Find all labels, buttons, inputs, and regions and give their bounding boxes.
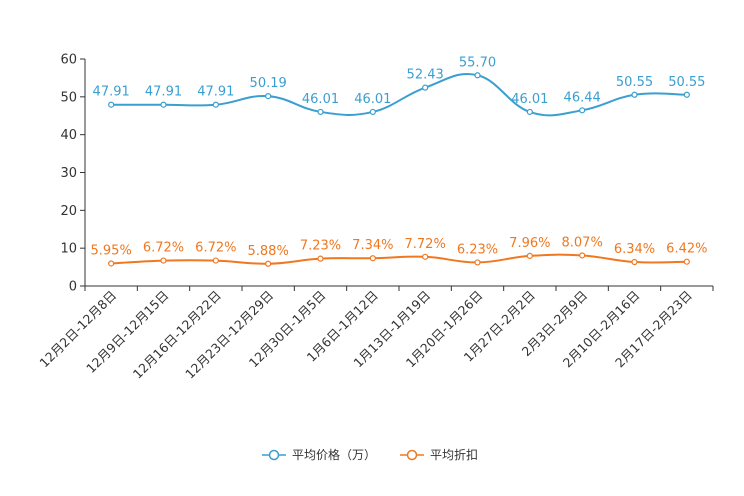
data-label: 46.01 bbox=[302, 92, 339, 107]
y-tick-label: 0 bbox=[69, 280, 77, 295]
data-label: 7.72% bbox=[405, 237, 446, 252]
data-point[interactable] bbox=[579, 252, 586, 259]
data-point[interactable] bbox=[631, 91, 638, 98]
legend-label: 平均价格（万） bbox=[292, 447, 376, 462]
data-point[interactable] bbox=[212, 101, 219, 108]
data-point[interactable] bbox=[108, 101, 115, 108]
data-label: 50.55 bbox=[668, 75, 705, 90]
data-point[interactable] bbox=[160, 101, 167, 108]
y-tick-label: 10 bbox=[60, 242, 77, 257]
data-label: 7.34% bbox=[352, 238, 393, 253]
data-label: 47.91 bbox=[93, 85, 130, 100]
data-point[interactable] bbox=[631, 258, 638, 266]
y-tick-label: 40 bbox=[60, 128, 77, 143]
data-label: 50.19 bbox=[250, 76, 287, 91]
data-point[interactable] bbox=[579, 107, 586, 114]
data-label: 6.42% bbox=[666, 242, 707, 257]
legend-marker bbox=[268, 449, 280, 461]
series-line bbox=[111, 253, 687, 265]
data-label: 46.01 bbox=[354, 92, 391, 107]
y-tick-label: 60 bbox=[60, 53, 77, 68]
data-point[interactable] bbox=[422, 253, 429, 260]
legend-marker bbox=[406, 449, 418, 461]
data-point[interactable] bbox=[317, 255, 324, 262]
legend-item-1[interactable]: 平均价格（万） bbox=[262, 447, 376, 462]
data-point[interactable] bbox=[422, 84, 429, 91]
x-tick-label: 12月16日-12月22日 bbox=[130, 288, 224, 382]
data-label: 6.72% bbox=[195, 241, 236, 256]
data-label: 5.88% bbox=[248, 244, 289, 259]
data-point[interactable] bbox=[526, 252, 533, 259]
data-point[interactable] bbox=[369, 255, 376, 262]
data-point[interactable] bbox=[160, 257, 167, 264]
legend: 平均价格（万） 平均折扣 bbox=[262, 447, 478, 462]
data-label: 6.72% bbox=[143, 241, 184, 256]
series-1: 47.91 47.91 47.91 50.19 46.01 46.01 52.43 55.70… bbox=[93, 55, 705, 117]
data-point[interactable] bbox=[317, 108, 324, 116]
series-line bbox=[111, 73, 687, 117]
data-label: 6.23% bbox=[457, 242, 498, 257]
series-layer: 47.91 47.91 47.91 50.19 46.01 46.01 52.43 55.70… bbox=[91, 55, 707, 267]
data-point[interactable] bbox=[683, 258, 690, 265]
data-label: 46.44 bbox=[564, 90, 601, 105]
data-label: 7.23% bbox=[300, 239, 341, 254]
series-2: 5.95% 6.72% 6.72% 5.88% 7.23% 7.34% 7.72% 6.23%… bbox=[91, 235, 707, 267]
data-point[interactable] bbox=[108, 260, 115, 267]
data-label: 50.55 bbox=[616, 75, 653, 90]
data-point[interactable] bbox=[474, 259, 481, 266]
y-tick-label: 50 bbox=[60, 90, 77, 105]
data-point[interactable] bbox=[683, 91, 690, 98]
data-point[interactable] bbox=[369, 108, 376, 116]
data-label: 47.91 bbox=[197, 85, 234, 100]
legend-item-2[interactable]: 平均折扣 bbox=[400, 447, 478, 462]
data-label: 55.70 bbox=[459, 55, 496, 70]
data-point[interactable] bbox=[265, 260, 272, 267]
data-point[interactable] bbox=[526, 108, 533, 116]
data-point[interactable] bbox=[265, 93, 272, 100]
data-label: 5.95% bbox=[91, 243, 132, 258]
data-point[interactable] bbox=[474, 72, 481, 79]
data-label: 46.01 bbox=[511, 92, 548, 107]
data-label: 52.43 bbox=[407, 68, 444, 83]
x-tick-label: 12月23日-12月29日 bbox=[182, 288, 276, 382]
data-label: 6.34% bbox=[614, 242, 655, 257]
legend-label: 平均折扣 bbox=[430, 447, 478, 462]
y-tick-label: 20 bbox=[60, 204, 77, 219]
y-axis: 0 10 20 30 40 50 60 bbox=[60, 53, 86, 295]
data-label: 47.91 bbox=[145, 85, 182, 100]
data-point[interactable] bbox=[212, 257, 219, 264]
y-tick-label: 30 bbox=[60, 166, 77, 181]
data-label: 8.07% bbox=[562, 235, 603, 250]
x-axis: 12月2日-12月8日12月9日-12月15日12月16日-12月22日12月2… bbox=[36, 285, 714, 382]
data-label: 7.96% bbox=[509, 236, 550, 251]
